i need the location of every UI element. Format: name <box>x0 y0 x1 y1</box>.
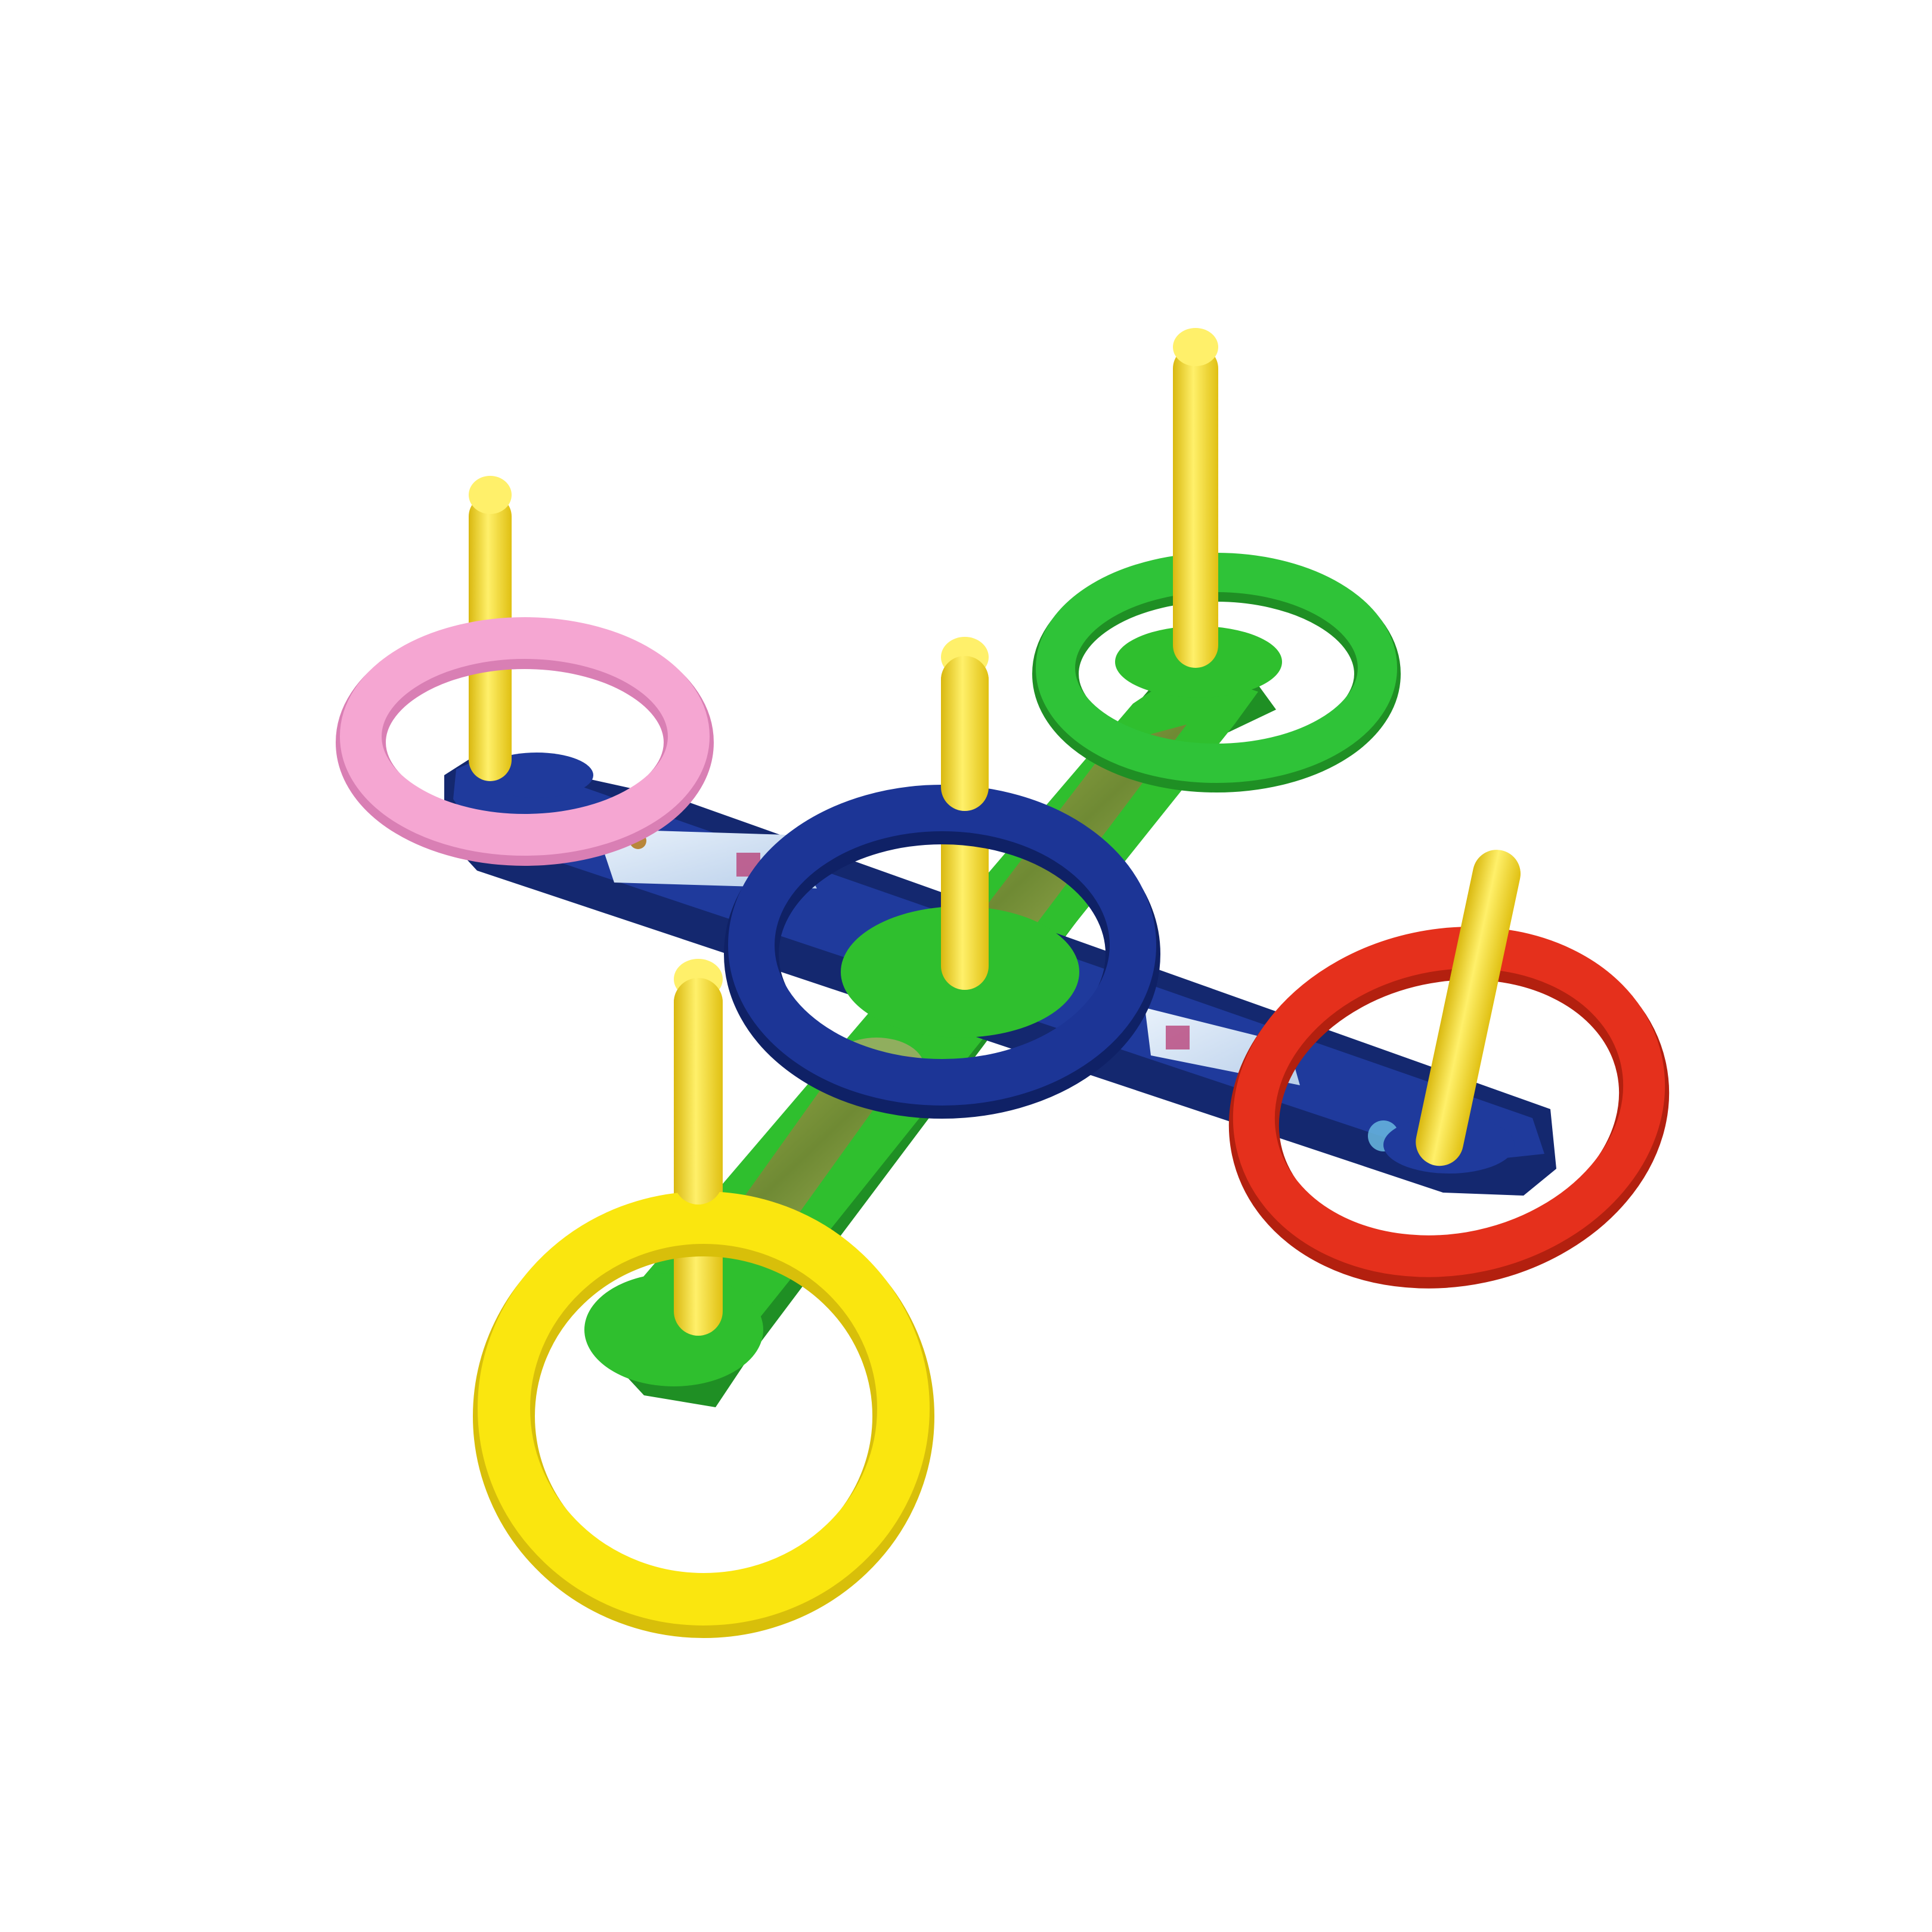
peg-center-top <box>941 656 989 811</box>
peg-front-top <box>674 978 723 1205</box>
peg-back <box>1173 328 1218 668</box>
red-ring <box>1228 927 1670 1289</box>
blue-ring <box>724 785 1160 1119</box>
peg-right-top <box>1443 850 1521 1038</box>
peg-left-front <box>469 704 512 775</box>
pink-ring <box>336 617 714 866</box>
yellow-ring <box>473 1191 934 1638</box>
